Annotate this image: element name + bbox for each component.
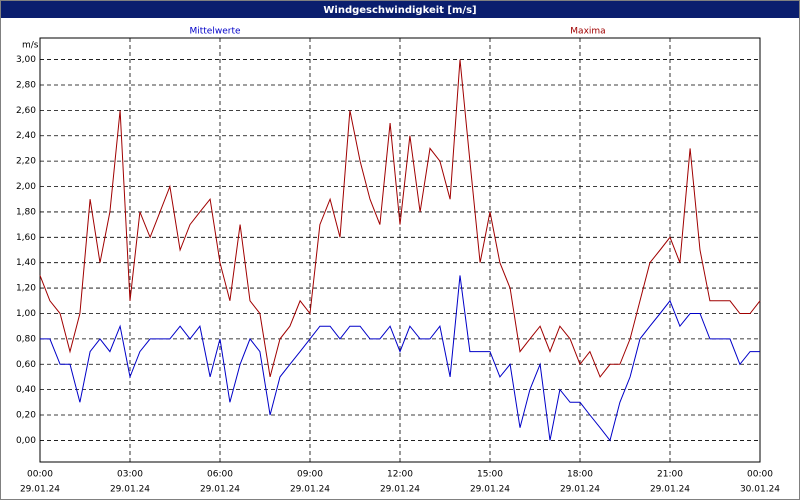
y-tick-label: 0,80 <box>16 334 36 344</box>
x-tick-date: 29.01.24 <box>200 485 240 495</box>
x-tick-label: 03:00 <box>117 470 143 480</box>
y-tick-label: 1,00 <box>16 309 36 319</box>
x-tick-date: 29.01.24 <box>560 485 600 495</box>
x-tick-label: 18:00 <box>567 470 593 480</box>
x-tick-label: 12:00 <box>387 470 413 480</box>
x-tick-date: 29.01.24 <box>380 485 420 495</box>
plot-border <box>39 37 761 463</box>
y-tick-label: 0,40 <box>16 385 36 395</box>
x-tick-date: 29.01.24 <box>20 485 60 495</box>
x-tick-date: 29.01.24 <box>290 485 330 495</box>
y-tick-label: 0,00 <box>16 436 36 446</box>
legend-label: Mittelwerte <box>189 27 240 37</box>
y-tick-label: 1,40 <box>16 258 36 268</box>
x-tick-label: 00:00 <box>27 470 53 480</box>
y-tick-label: 2,20 <box>16 157 36 167</box>
y-tick-label: 3,00 <box>16 55 36 65</box>
x-tick-label: 00:00 <box>747 470 773 480</box>
y-tick-label: 0,20 <box>16 411 36 421</box>
x-tick-date: 29.01.24 <box>110 485 150 495</box>
chart-title: Windgeschwindigkeit [m/s] <box>323 5 476 16</box>
x-tick-label: 15:00 <box>477 470 503 480</box>
x-tick-label: 21:00 <box>657 470 683 480</box>
x-tick-date: 30.01.24 <box>740 485 780 495</box>
y-tick-label: 1,20 <box>16 284 36 294</box>
y-unit: m/s <box>22 41 39 51</box>
y-tick-label: 2,40 <box>16 131 36 141</box>
x-tick-label: 06:00 <box>207 470 233 480</box>
y-tick-label: 2,00 <box>16 182 36 192</box>
y-tick-label: 2,60 <box>16 106 36 116</box>
y-tick-label: 2,80 <box>16 80 36 90</box>
legend-label: Maxima <box>570 27 605 37</box>
y-tick-label: 1,60 <box>16 233 36 243</box>
y-tick-label: 0,60 <box>16 360 36 370</box>
x-tick-date: 29.01.24 <box>470 485 510 495</box>
series-line <box>39 59 761 378</box>
y-tick-label: 1,80 <box>16 207 36 217</box>
series-line <box>40 275 760 442</box>
x-tick-date: 29.01.24 <box>650 485 690 495</box>
x-tick-label: 09:00 <box>297 470 323 480</box>
title-bar <box>1 1 799 18</box>
